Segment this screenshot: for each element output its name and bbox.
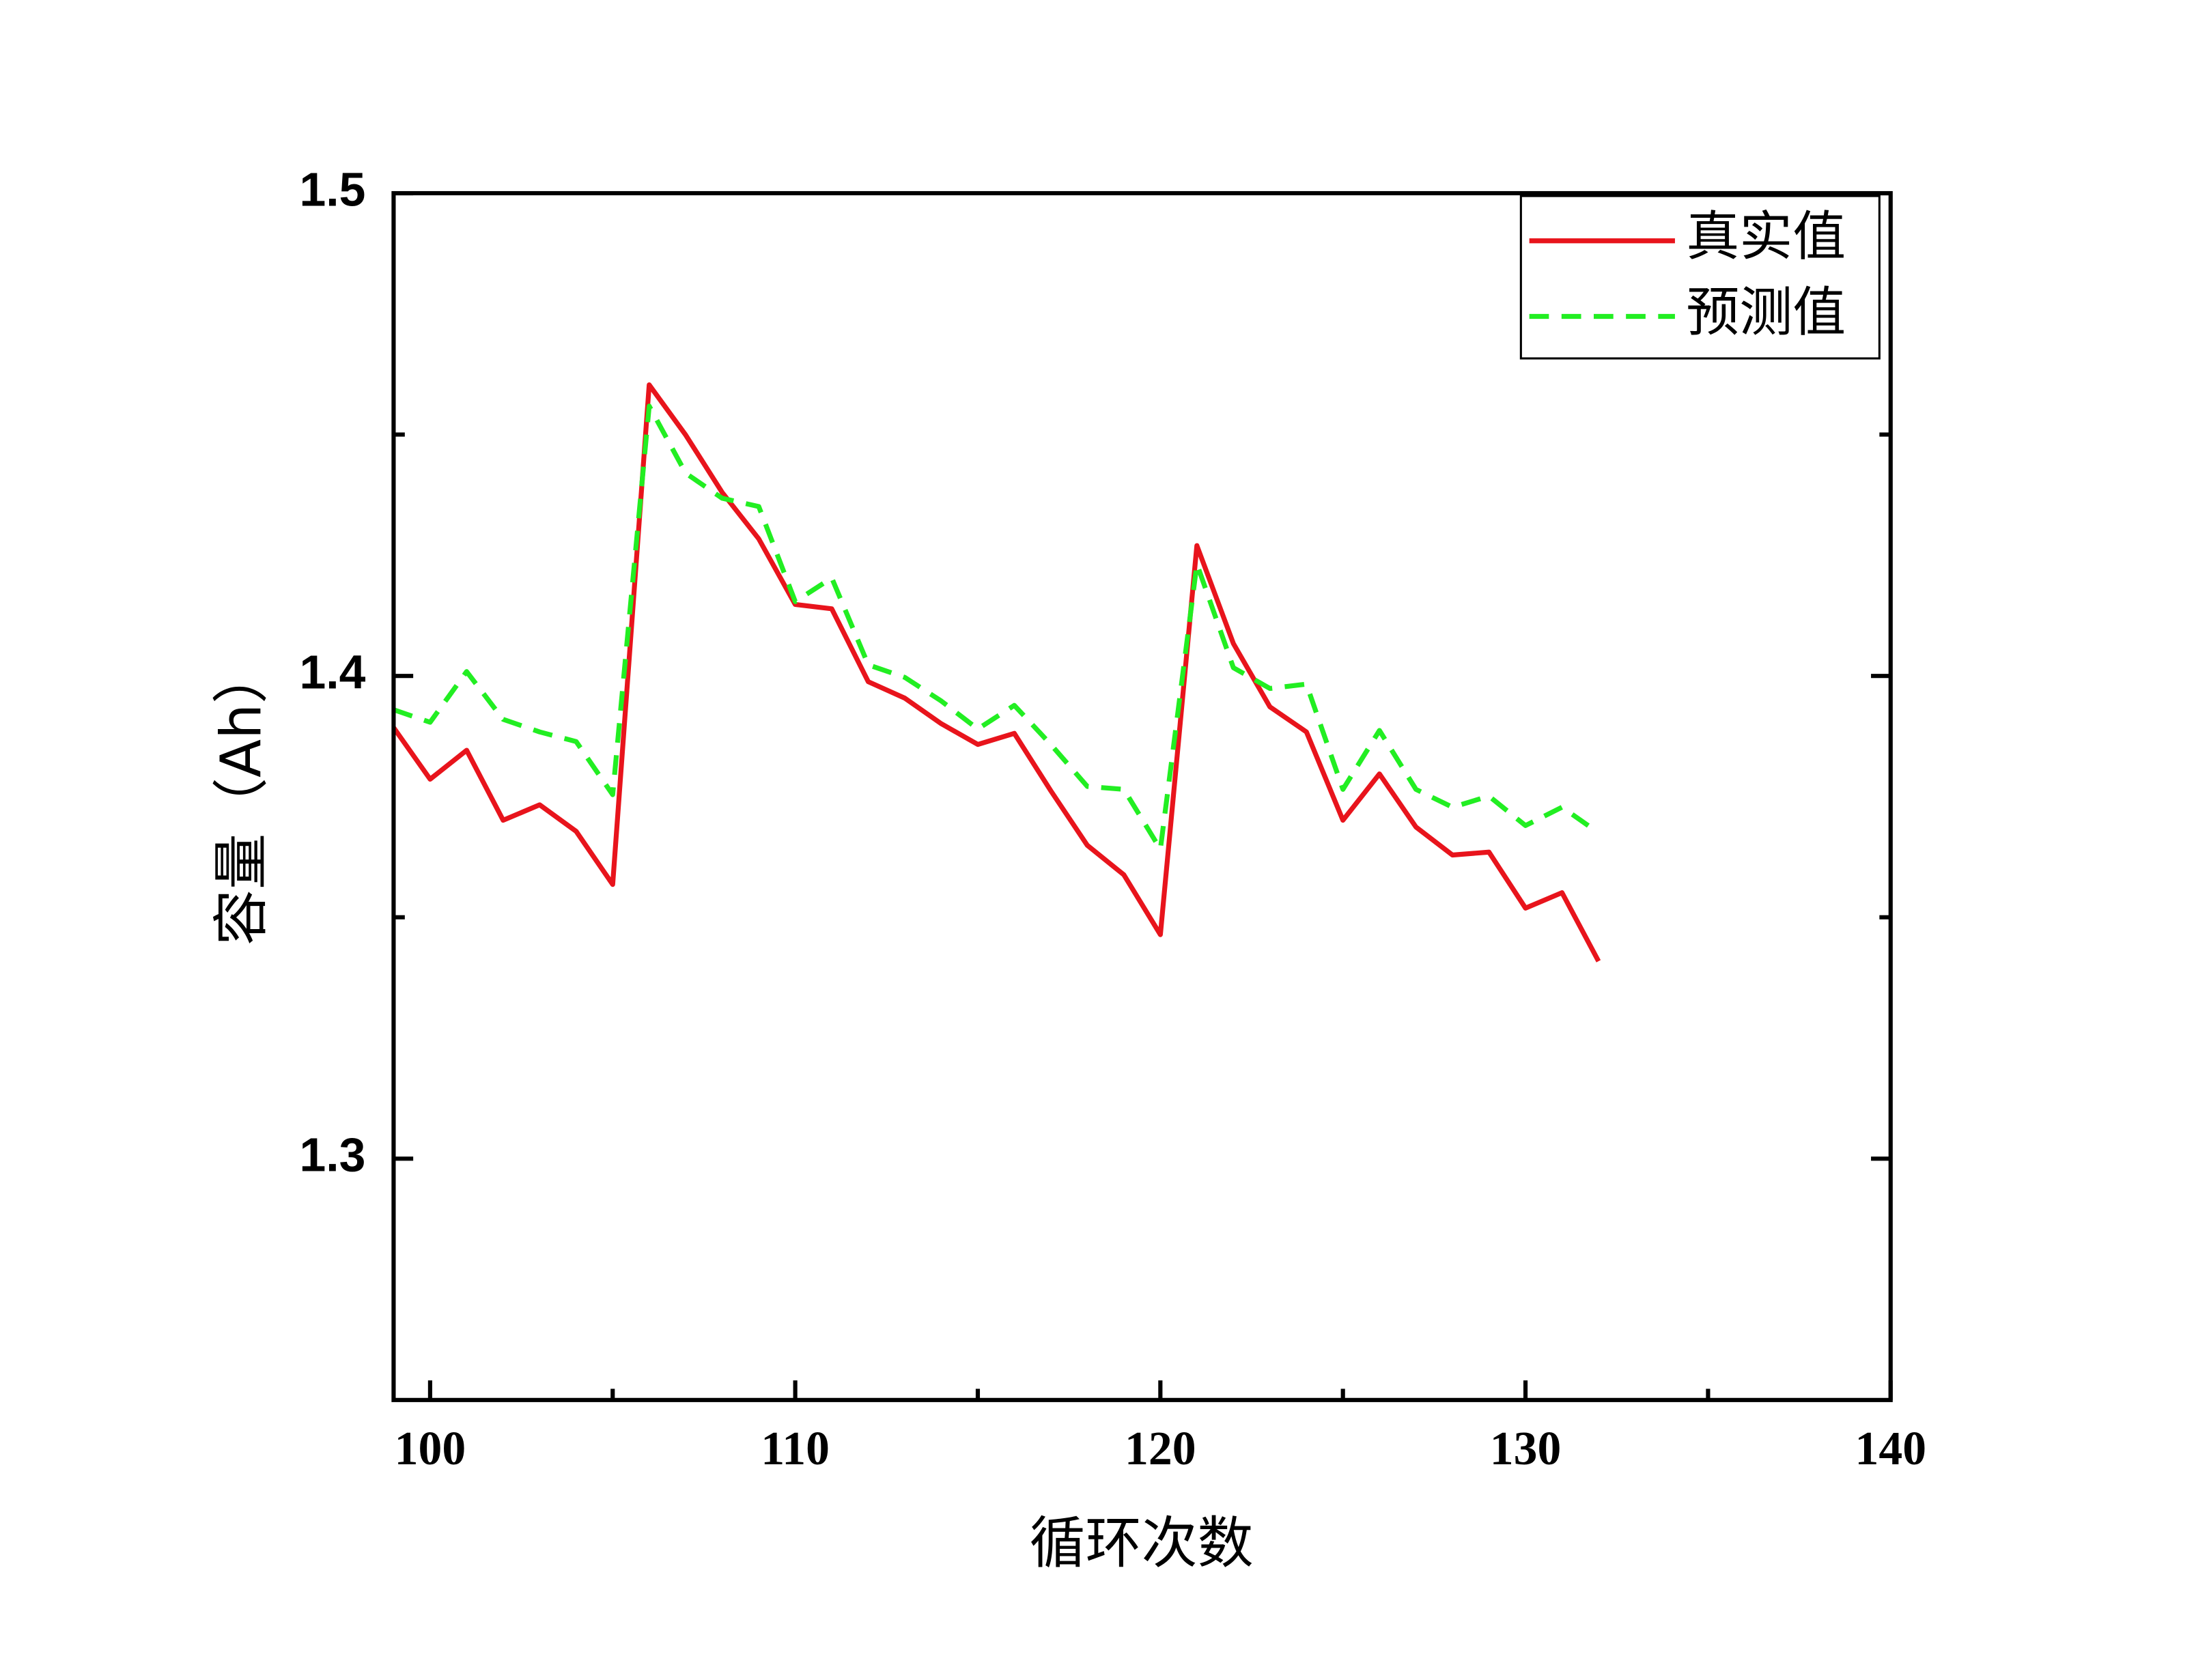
legend-label: 真实值: [1686, 206, 1846, 268]
legend-box: [1519, 195, 1881, 360]
y-axis-label: 容量（Ah）: [209, 648, 274, 945]
data-line: [393, 382, 1601, 963]
x-tick-label: 120: [1125, 1423, 1196, 1475]
legend-label: 预测值: [1686, 282, 1846, 343]
x-axis-label: 循环次数: [1030, 1511, 1254, 1576]
x-tick-label: 140: [1855, 1423, 1926, 1475]
x-tick-label: 130: [1490, 1423, 1562, 1475]
data-line: [393, 403, 1601, 852]
x-tick-label: 110: [761, 1423, 830, 1475]
plot-frame: [391, 190, 1893, 1402]
x-tick-label: 100: [395, 1423, 466, 1475]
y-tick-label: 1.5: [299, 162, 365, 216]
y-tick-label: 1.3: [299, 1128, 365, 1182]
y-tick-label: 1.4: [299, 646, 365, 699]
